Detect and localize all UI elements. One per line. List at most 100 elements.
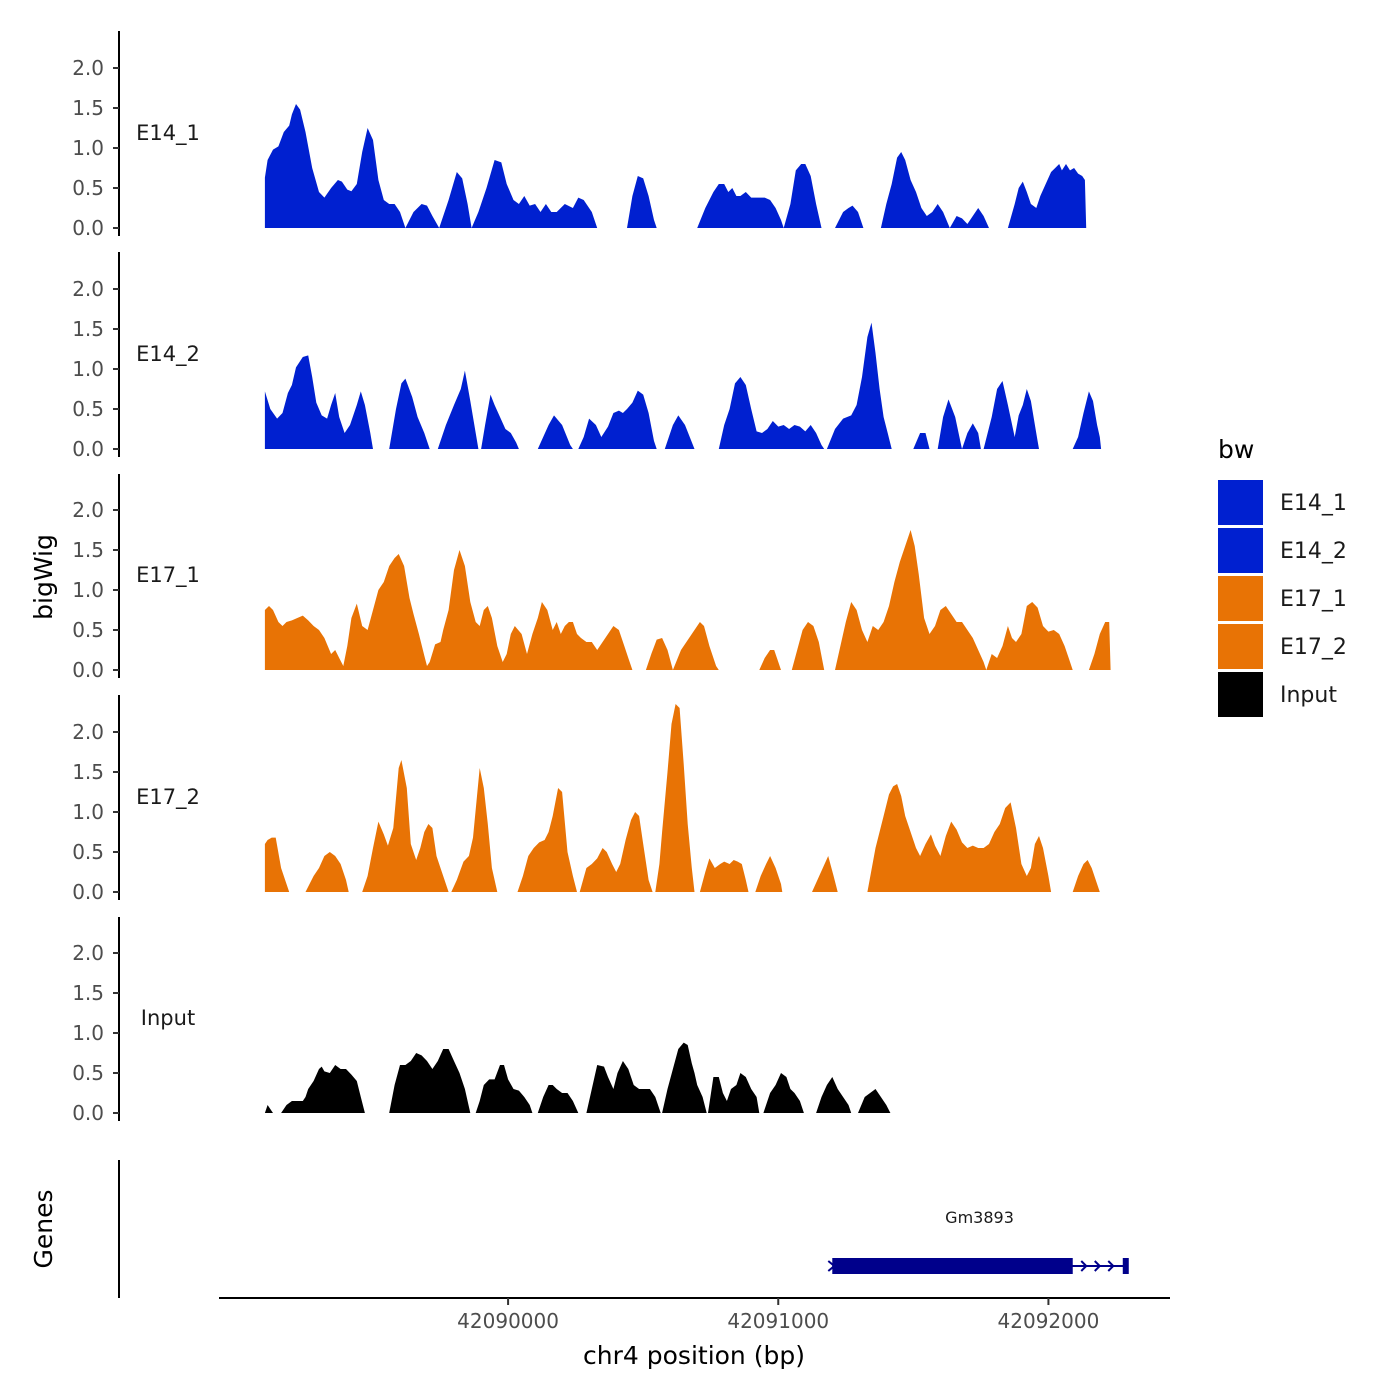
legend-label: Input: [1280, 683, 1337, 708]
signal-area-Input: [537, 1085, 579, 1113]
legend-label: E17_1: [1280, 587, 1347, 612]
signal-area-Input: [858, 1089, 891, 1113]
track-label: E14_1: [136, 121, 200, 146]
y-tick-label: 1.0: [72, 357, 104, 381]
y-tick-label: 2.0: [72, 277, 104, 301]
gene-model: Gm3893: [827, 1208, 1129, 1274]
track-label: E17_1: [136, 563, 200, 588]
signal-area-E17_2: [867, 784, 1052, 892]
y-tick-label: 0.5: [72, 840, 104, 864]
legend-label: E14_2: [1280, 539, 1347, 564]
signal-area-Input: [662, 1042, 707, 1113]
y-tick-label: 1.0: [72, 800, 104, 824]
signal-area-E14_2: [264, 355, 373, 449]
y-tick-label: 1.5: [72, 981, 104, 1005]
signal-area-E17_1: [1088, 622, 1111, 670]
signal-area-E14_2: [937, 399, 962, 449]
y-axis-title: bigWig: [29, 534, 58, 620]
y-tick-label: 2.0: [72, 941, 104, 965]
y-tick-label: 0.0: [72, 880, 104, 904]
y-tick-label: 1.0: [72, 1021, 104, 1045]
signal-area-Input: [475, 1065, 533, 1113]
signal-area-E17_2: [655, 704, 695, 892]
signal-area-E14_2: [437, 370, 479, 449]
track-E17_1: 0.0 0.5 1.0 1.5 2.0 E17_1: [72, 474, 1111, 682]
signal-area-E17_1: [835, 530, 987, 670]
signal-area-E14_2: [913, 433, 930, 449]
signal-area-E17_2: [264, 837, 290, 892]
signal-area-E14_2: [578, 390, 657, 449]
signal-area-E17_1: [791, 622, 825, 670]
x-axis-ticks: 42090000 42091000 42092000: [457, 1298, 1099, 1333]
legend-title: bw: [1218, 435, 1254, 464]
legend-swatch-Input: [1218, 672, 1263, 717]
signal-area-E17_2: [755, 856, 783, 892]
legend-swatch-E14_2: [1218, 528, 1263, 573]
signal-area-Input: [763, 1073, 804, 1113]
signal-area-E14_1: [783, 164, 822, 228]
signal-area-Input: [708, 1073, 760, 1113]
signal-area-E17_1: [672, 622, 719, 670]
signal-area-E14_1: [264, 104, 406, 228]
y-tick-label: 1.5: [72, 96, 104, 120]
signal-area-E17_2: [517, 788, 577, 892]
y-tick-label: 0.5: [72, 397, 104, 421]
signal-area-E14_1: [835, 205, 864, 228]
gene-strand-arrow: [1094, 1260, 1102, 1272]
gene-strand-arrow: [1107, 1260, 1115, 1272]
x-tick-label: 42091000: [727, 1309, 829, 1333]
signal-area-E14_2: [481, 394, 519, 449]
signal-area-E17_2: [1072, 860, 1100, 892]
signal-area-Input: [264, 1105, 273, 1113]
signal-area-Input: [389, 1049, 471, 1113]
signal-area-Input: [586, 1061, 661, 1113]
genes-axis-title: Genes: [29, 1189, 58, 1268]
track-E17_2: 0.0 0.5 1.0 1.5 2.0 E17_2: [72, 695, 1100, 904]
y-tick-label: 0.5: [72, 1061, 104, 1085]
signal-area-E14_2: [664, 415, 695, 449]
signal-area-E14_1: [697, 184, 784, 228]
signal-area-E14_2: [389, 378, 430, 449]
track-label: E14_2: [136, 342, 200, 367]
y-tick-label: 0.5: [72, 618, 104, 642]
legend-items: E14_1 E14_2 E17_1 E17_2 Input: [1218, 480, 1347, 717]
gene-exon-block: [832, 1258, 1073, 1274]
signal-area-E14_1: [405, 160, 598, 228]
signal-area-E17_1: [645, 638, 673, 670]
y-tick-label: 0.0: [72, 437, 104, 461]
gene-strand-arrow: [1080, 1260, 1088, 1272]
signal-area-E14_2: [537, 415, 573, 449]
legend-swatch-E14_1: [1218, 480, 1263, 525]
gene-strand-marker: [827, 1260, 836, 1272]
signal-area-E14_1: [880, 152, 989, 228]
y-tick-label: 1.5: [72, 538, 104, 562]
signal-area-E14_2: [718, 377, 825, 449]
y-tick-label: 0.5: [72, 176, 104, 200]
signal-area-E17_1: [986, 602, 1073, 670]
legend: bw E14_1 E14_2 E17_1 E17_2 Input: [1218, 435, 1347, 717]
track-label: Input: [141, 1006, 195, 1030]
signal-area-E17_2: [305, 852, 349, 892]
signal-area-E14_2: [983, 381, 1039, 449]
y-tick-label: 2.0: [72, 56, 104, 80]
x-tick-label: 42090000: [457, 1309, 559, 1333]
legend-label: E17_2: [1280, 635, 1347, 660]
signal-area-Input: [281, 1065, 365, 1113]
gene-name-label: Gm3893: [945, 1208, 1014, 1227]
y-tick-label: 1.5: [72, 317, 104, 341]
signal-area-E14_2: [1072, 391, 1102, 449]
signal-area-E17_2: [451, 768, 498, 892]
x-axis-title: chr4 position (bp): [583, 1341, 805, 1370]
signal-area-Input: [816, 1077, 852, 1113]
signal-area-E17_2: [699, 858, 749, 892]
y-tick-label: 0.0: [72, 1101, 104, 1125]
track-label: E17_2: [136, 785, 200, 810]
signal-area-E14_1: [627, 176, 657, 228]
legend-label: E14_1: [1280, 491, 1347, 516]
y-tick-label: 1.0: [72, 578, 104, 602]
signal-area-E17_2: [812, 856, 838, 892]
gene-end-exon: [1122, 1258, 1129, 1274]
legend-swatch-E17_1: [1218, 576, 1263, 621]
y-tick-label: 1.0: [72, 136, 104, 160]
